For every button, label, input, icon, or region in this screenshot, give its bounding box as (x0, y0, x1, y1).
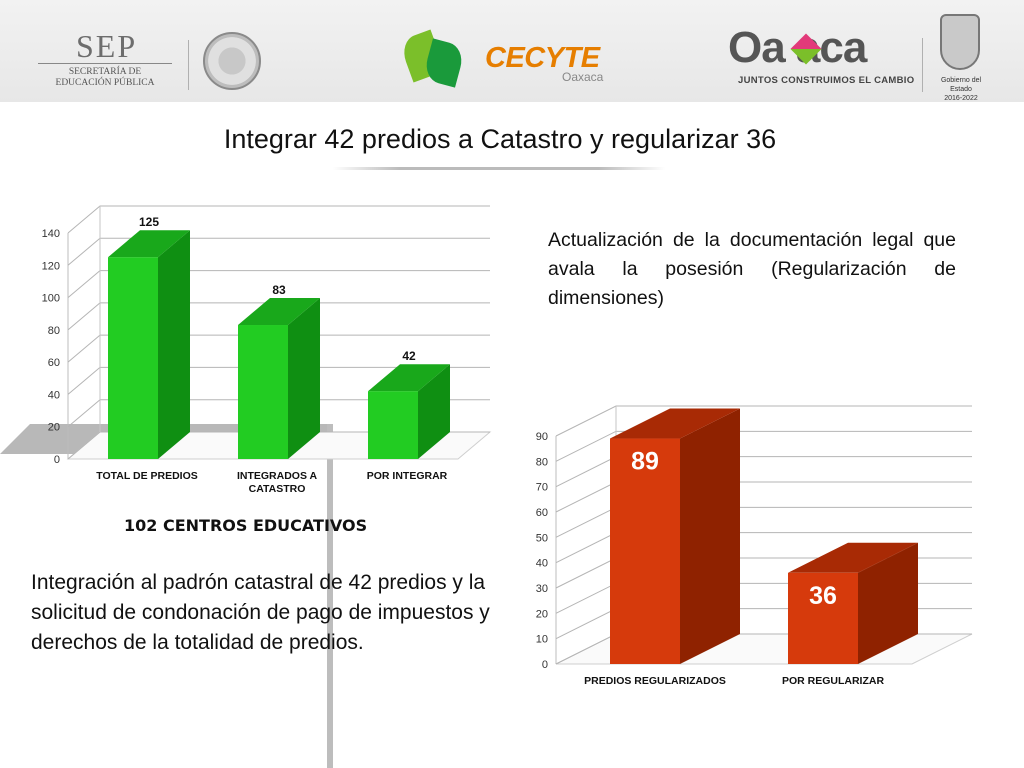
y-tick-label: 90 (536, 431, 548, 443)
state-shield-icon (940, 14, 980, 70)
y-tick-label: 40 (536, 558, 548, 570)
y-tick-label: 80 (48, 325, 60, 337)
bar-side (680, 408, 740, 664)
bar-top (108, 230, 190, 258)
header-logo-bar: SEP SECRETARÍA DE EDUCACIÓN PÚBLICA CECY… (0, 0, 1024, 102)
y-tick-label: 60 (536, 507, 548, 519)
y-tick-label: 0 (542, 659, 548, 671)
bar-side (418, 364, 450, 459)
category-label: PREDIOS REGULARIZADOS (584, 675, 726, 687)
bar (238, 325, 288, 459)
data-label: 83 (272, 283, 286, 297)
y-tick-label: 140 (42, 228, 60, 240)
sep-subtitle-line2: EDUCACIÓN PÚBLICA (55, 78, 155, 88)
bar (108, 257, 158, 459)
data-label: 42 (402, 349, 416, 363)
chart-regularizacion: 0 10 20 30 40 50 60 70 80 90 89 PREDIOS REGULARIZAD… (536, 405, 973, 687)
bar-top (238, 298, 320, 326)
bar-side (858, 542, 918, 664)
category-label: TOTAL DE PREDIOS (96, 470, 198, 482)
decorative-vertical-bar (327, 424, 333, 768)
sep-logo-word: SEP (76, 28, 138, 64)
y-tick-label: 20 (48, 422, 60, 434)
y-tick-label: 120 (42, 260, 60, 272)
y-tick-label: 20 (536, 608, 548, 620)
data-label: 89 (631, 448, 659, 476)
chart-predios: 0 20 40 60 80 100 120 140 125 TOTAL DE PREDIOS 83 I… (42, 205, 492, 495)
sep-logo-subtitle: SECRETARÍA DE EDUCACIÓN PÚBLICA (38, 67, 172, 89)
bar-top (610, 408, 740, 439)
data-label: 125 (139, 215, 159, 229)
y-tick-label: 60 (48, 357, 60, 369)
paragraph-actualizacion: Actualización de la documentación legal … (548, 229, 956, 309)
bar-top (368, 364, 450, 392)
y-tick-label: 30 (536, 583, 548, 595)
cecyte-logo-word: CECYTE (485, 42, 600, 74)
category-label: POR INTEGRAR (367, 470, 448, 482)
oaxaca-logo: Oa aca JUNTOS CONSTRUIMOS EL CAMBIO (728, 23, 928, 87)
bar-side (288, 298, 320, 459)
y-tick-label: 70 (536, 482, 548, 494)
gobierno-label: Gobierno del Estado 2016-2022 (930, 76, 992, 103)
category-label: CATASTRO (249, 483, 306, 495)
centros-educativos-label: 102 CENTROS EDUCATIVOS (124, 516, 368, 535)
logo-divider (922, 38, 923, 92)
gobierno-line1: Gobierno del Estado (940, 77, 982, 93)
data-label: 36 (809, 582, 837, 610)
slide-title: Integrar 42 predios a Catastro y regular… (223, 124, 777, 154)
category-label: INTEGRADOS A (237, 470, 318, 482)
sep-logo: SEP SECRETARÍA DE EDUCACIÓN PÚBLICA (38, 30, 174, 88)
y-tick-label: 100 (42, 293, 60, 305)
oaxaca-slogan: JUNTOS CONSTRUIMOS EL CAMBIO (738, 75, 915, 86)
category-label: POR REGULARIZAR (782, 675, 885, 687)
y-tick-label: 50 (536, 532, 548, 544)
y-tick-label: 0 (54, 454, 60, 466)
bar-top (788, 542, 918, 573)
cecyte-logo: CECYTE Oaxaca (398, 29, 615, 90)
y-tick-label: 40 (48, 389, 60, 401)
gobierno-line2: 2016-2022 (944, 95, 978, 102)
gridline (67, 205, 490, 234)
mexico-seal-icon (203, 32, 261, 90)
bar-side (158, 230, 190, 459)
y-tick-label: 10 (536, 634, 548, 646)
cecyte-logo-sub: Oaxaca (562, 70, 604, 84)
title-underline (333, 167, 665, 170)
bar (368, 391, 418, 459)
bar (788, 572, 858, 664)
sep-logo-rule (38, 63, 172, 64)
sep-subtitle-line1: SECRETARÍA DE (68, 67, 142, 77)
logo-divider (188, 40, 189, 90)
paragraph-integracion: Integración al padrón catastral de 42 pr… (31, 571, 490, 654)
bar (610, 438, 680, 664)
y-tick-label: 80 (536, 456, 548, 468)
